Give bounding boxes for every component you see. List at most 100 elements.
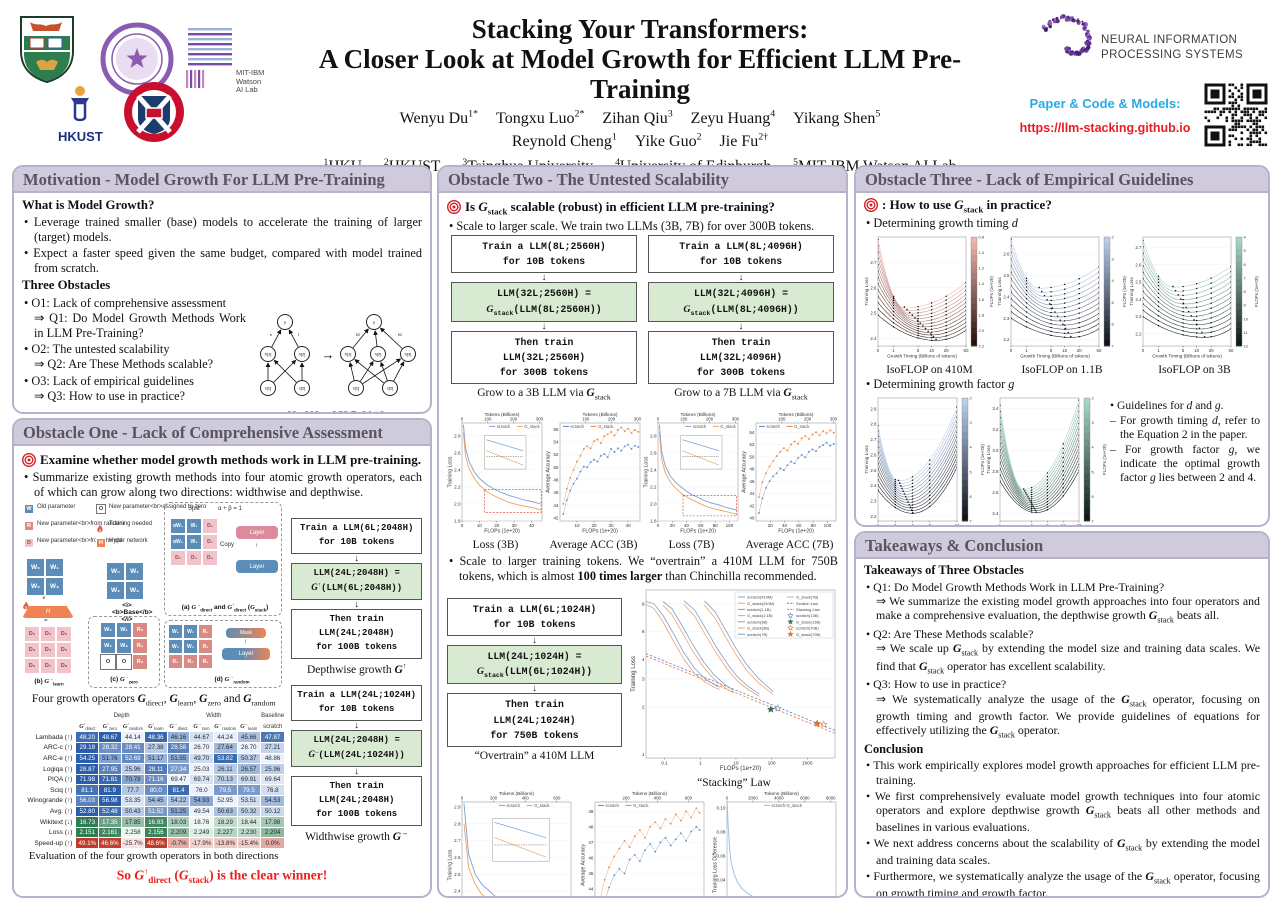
author: Tongxu Luo2* (496, 108, 585, 128)
list-item: • Q3: How to use in practice? ⇒ We system… (866, 677, 1260, 740)
svg-text:2.5: 2.5 (1135, 279, 1142, 284)
svg-text:Average Accuracy: Average Accuracy (742, 450, 748, 492)
takeaways-list: • Q1: Do Model Growth Methods Work in LL… (864, 580, 1260, 741)
list-item: • This work empirically explores model g… (866, 758, 1260, 787)
grow-3b-flowchart: Train a LLM(8L;2560H) for 10B tokens ↓ LLM(… (451, 235, 637, 412)
svg-text:0: 0 (1009, 348, 1012, 353)
table-cell: 71.98 (75, 773, 100, 786)
legend-swatch (96, 521, 104, 539)
svg-text:Training Loss: Training Loss (631, 656, 637, 692)
svg-text:scratch: scratch (767, 424, 781, 429)
table-cell: 18.44 (236, 816, 261, 828)
svg-text:G_stack(13B): G_stack(13B) (796, 619, 821, 624)
list-item: • Expect a faster speed given the same b… (24, 246, 422, 275)
table-cell: 48.6% (144, 837, 168, 849)
svg-text:Average Accuracy: Average Accuracy (546, 450, 552, 492)
svg-text:600: 600 (684, 795, 692, 800)
svg-text:50: 50 (553, 465, 559, 470)
svg-text:6000: 6000 (800, 795, 810, 800)
author: Yikang Shen5 (793, 108, 881, 128)
svg-text:G_stack(410M): G_stack(410M) (747, 600, 775, 605)
table-cell: 28.41 (120, 742, 146, 754)
table-cell: 51.55 (166, 752, 191, 765)
svg-text:G_stack: G_stack (524, 424, 540, 429)
legend-swatch: H (96, 538, 106, 548)
svg-text:h[3]: h[3] (405, 352, 412, 357)
svg-text:400: 400 (653, 795, 661, 800)
svg-text:2.6: 2.6 (1135, 262, 1142, 267)
svg-text:FLOPs (1e+20): FLOPs (1e+20) (484, 528, 520, 534)
title-block: Stacking Your Transformers: A Closer Loo… (270, 14, 1010, 176)
svg-text:2: 2 (642, 704, 645, 710)
svg-text:20: 20 (1076, 348, 1081, 353)
svg-text:Training Loss: Training Loss (644, 456, 650, 487)
chart-isoflop-timing-410m: 2.4 2.5 2.6 2.7 0 1 5 10 20 50 Growth Timing (Bill… (864, 232, 995, 364)
svg-text:10: 10 (477, 523, 483, 528)
table-cell: 44.14 (120, 731, 146, 744)
svg-text:4000: 4000 (774, 795, 784, 800)
guidelines-text: • Guidelines for d and g. – For growth ti… (1108, 394, 1260, 487)
svg-text:80: 80 (713, 523, 719, 528)
svg-text:4: 4 (642, 657, 645, 663)
table-cell: 76.0 (189, 784, 214, 797)
list-item: • Summarize existing growth methods into… (24, 470, 422, 499)
operators-figure-caption: Four growth operators Gdirect, Glearn, G… (31, 693, 276, 708)
svg-text:0.10: 0.10 (717, 805, 726, 810)
svg-text:20: 20 (944, 348, 949, 353)
flow-step: Then train LLM(24L;2048H) for 100B tokens (291, 776, 422, 826)
overtrain-bullet: • Scale to larger training tokens. We “o… (447, 554, 838, 584)
chart-loss-diff-410m: 0.000.020.040.060.080.10050100150Tokens … (712, 790, 838, 896)
table-cell: 27.34 (166, 763, 191, 775)
svg-text:48: 48 (553, 477, 559, 482)
svg-text:0.8: 0.8 (979, 234, 985, 239)
table-cell: 69.64 (259, 773, 286, 786)
svg-text:2.5: 2.5 (454, 872, 461, 877)
svg-text:2.6: 2.6 (870, 452, 877, 457)
flow-step: Train a LLM(24L;1024H) for 10B tokens (291, 685, 422, 722)
svg-text:2.2: 2.2 (870, 514, 877, 519)
list-item: • Scale to larger scale. We train two LL… (449, 218, 815, 233)
list-item: • Furthermore, we systematically analyze… (866, 869, 1260, 898)
svg-text:scratch: scratch (693, 424, 707, 429)
svg-text:2.8: 2.8 (454, 821, 461, 826)
svg-text:46: 46 (588, 855, 594, 860)
flow-step: Then train LLM(32L;4096H) for 300B tokens (648, 330, 834, 385)
svg-text:f: f (298, 333, 299, 337)
table-cell: 17.85 (120, 816, 146, 828)
table-cell: 48.36 (144, 731, 168, 744)
svg-text:0: 0 (461, 416, 464, 421)
table-cell: 51.76 (98, 752, 122, 765)
table-cell: 70.13 (212, 773, 238, 786)
svg-text:Stacking Law: Stacking Law (796, 607, 820, 612)
svg-text:x[1]: x[1] (265, 386, 271, 391)
hkust-logo: HKUST (58, 84, 103, 144)
svg-text:scratch(410M): scratch(410M) (747, 594, 773, 599)
svg-text:60: 60 (796, 523, 802, 528)
svg-text:2: 2 (970, 395, 973, 400)
svg-text:4: 4 (911, 523, 914, 527)
obstacle-two-goal: Is Gstack scalable (robust) in efficient… (447, 199, 838, 217)
svg-text:FLOPs (1e+20): FLOPs (1e+20) (582, 528, 618, 534)
svg-text:Training Loss: Training Loss (1129, 276, 1135, 305)
svg-text:scratch-G_stack: scratch-G_stack (772, 803, 803, 808)
svg-text:2.4: 2.4 (870, 336, 877, 341)
panel-obstacle-one-title: Obstacle One - Lack of Comprehensive Ass… (14, 420, 430, 446)
table-cell: 16.93 (144, 816, 168, 828)
paper-url-link[interactable]: https://llm-stacking.github.io (1019, 121, 1191, 135)
svg-text:x[2]: x[2] (299, 386, 305, 391)
svg-text:200: 200 (804, 416, 812, 421)
svg-text:Tokens (Billions): Tokens (Billions) (632, 791, 667, 797)
svg-text:scratch(13B): scratch(13B) (796, 613, 819, 618)
growth-factor-bullet: • Determining growth factor g (864, 377, 1260, 392)
table-cell: 49.1% (75, 837, 100, 849)
svg-text:100: 100 (582, 416, 590, 421)
flow-arrow-icon: ↓ (532, 635, 537, 647)
net2net-figure: y h[1] h[2] x[1] x[2] → y h[1] h[2] h[3] x[1] x[2] f… (250, 294, 422, 412)
growth-operators-figure: W Old parameter R New parameter<br>from ran… (22, 502, 284, 692)
neurips-logo: NEURAL INFORMATION PROCESSING SYSTEMS (1035, 10, 1265, 85)
list-item: • O2: The untested scalability ⇒ Q2: Are … (24, 342, 214, 371)
flow-arrow-icon: ↓ (738, 320, 744, 332)
svg-text:200: 200 (490, 795, 498, 800)
svg-text:Training Loss Difference: Training Loss Difference (713, 837, 719, 893)
panel-obstacle-three: Obstacle Three - Lack of Empirical Guide… (854, 165, 1270, 527)
